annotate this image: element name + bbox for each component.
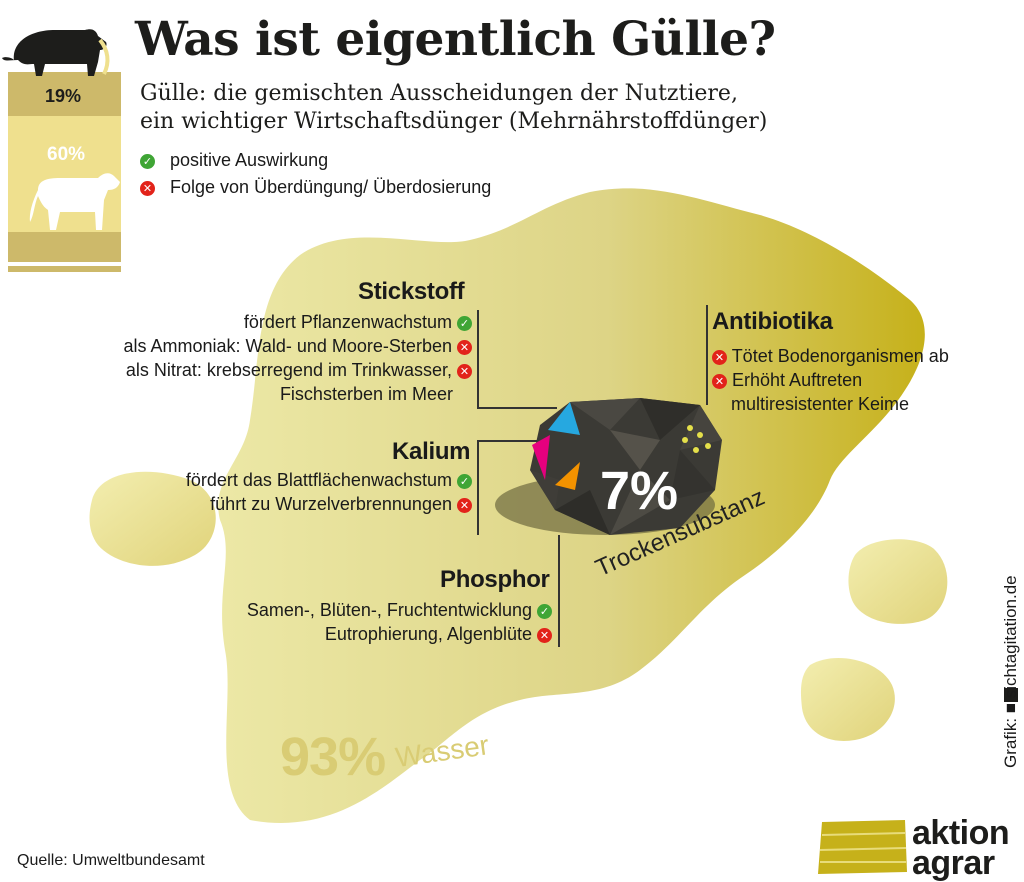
brand-line-1: aktion xyxy=(912,814,1010,852)
cross-icon: ✕ xyxy=(457,363,472,379)
kalium-list: fördert das Blattflächenwachstum ✓ führt… xyxy=(186,468,472,516)
list-item: Fischsterben im Meer xyxy=(124,382,473,406)
water-percent: 93% xyxy=(280,727,386,787)
item-text: Tötet Bodenorganismen ab xyxy=(731,346,949,366)
item-text: fördert das Blattflächenwachstum xyxy=(185,470,452,490)
item-text: Fischsterben im Meer xyxy=(279,384,453,404)
item-text: Eutrophierung, Algenblüte xyxy=(324,624,532,644)
list-item: als Nitrat: krebserregend im Trinkwasser… xyxy=(124,358,472,382)
stickstoff-list: fördert Pflanzenwachstum ✓ als Ammoniak:… xyxy=(123,310,473,406)
legend-positive: ✓ positive Auswirkung xyxy=(140,150,328,171)
cross-icon: ✕ xyxy=(457,339,472,355)
kalium-heading: Kalium xyxy=(392,438,471,465)
list-item: fördert Pflanzenwachstum ✓ xyxy=(124,310,472,334)
pig-share-label: 19% xyxy=(45,86,82,106)
legend-negative-label: Folge von Überdüngung/ Überdosierung xyxy=(170,177,492,197)
kalium-connector-v xyxy=(477,440,479,535)
brand-wordmark: aktion agrar xyxy=(912,814,1010,882)
cow-share-label: 60% xyxy=(47,144,86,165)
phosphor-connector-v xyxy=(558,535,560,647)
stickstoff-heading: Stickstoff xyxy=(358,278,465,305)
subtitle-line-1: Gülle: die gemischten Ausscheidungen der… xyxy=(140,81,738,106)
list-item: ✕ Erhöht Auftreten xyxy=(712,368,949,392)
kalium-connector-h xyxy=(477,440,537,442)
check-icon: ✓ xyxy=(140,153,155,169)
dry-matter-stone xyxy=(530,398,722,535)
stickstoff-connector-h xyxy=(477,407,557,409)
antibiotika-list: ✕ Tötet Bodenorganismen ab ✕ Erhöht Auft… xyxy=(712,344,949,416)
list-item: Samen-, Blüten-, Fruchtentwicklung ✓ xyxy=(247,598,552,622)
item-text: Samen-, Blüten-, Fruchtentwicklung xyxy=(246,600,532,620)
item-text: führt zu Wurzelverbrennungen xyxy=(210,494,452,514)
brand-line-2: agrar xyxy=(912,844,995,882)
puddle-splash-right xyxy=(848,539,948,624)
item-text: multiresistenter Keime xyxy=(731,394,910,414)
source-note: Quelle: Umweltbundesamt xyxy=(17,852,205,869)
pig-icon xyxy=(2,29,107,76)
check-icon: ✓ xyxy=(457,315,472,331)
page-title: Was ist eigentlich Gülle? xyxy=(135,12,776,67)
phosphor-heading: Phosphor xyxy=(440,566,550,593)
cross-icon: ✕ xyxy=(140,180,155,196)
dry-matter-percent: 7% xyxy=(600,461,679,521)
list-item: führt zu Wurzelverbrennungen ✕ xyxy=(186,492,472,516)
item-text: als Ammoniak: Wald- und Moore-Sterben xyxy=(123,336,452,356)
puddle-splash-left xyxy=(89,471,216,566)
legend-negative: ✕ Folge von Überdüngung/ Überdosierung xyxy=(140,177,491,198)
item-text: fördert Pflanzenwachstum xyxy=(243,312,452,332)
list-item: Eutrophierung, Algenblüte ✕ xyxy=(247,622,552,646)
antibiotika-connector-v xyxy=(706,305,708,405)
list-item: ✕ Tötet Bodenorganismen ab xyxy=(712,344,949,368)
graphic-credit: Grafik: ■ sichtagitation.de xyxy=(1001,575,1020,768)
antibiotika-heading: Antibiotika xyxy=(712,308,833,335)
phosphor-list: Samen-, Blüten-, Fruchtentwicklung ✓ Eut… xyxy=(247,598,552,646)
cross-icon: ✕ xyxy=(712,349,727,365)
cross-icon: ✕ xyxy=(457,497,472,513)
credit-square-icon xyxy=(1004,688,1018,702)
stickstoff-connector-v xyxy=(477,310,479,408)
aktion-agrar-logo-mark xyxy=(818,820,907,874)
item-text: als Nitrat: krebserregend im Trinkwasser… xyxy=(125,360,452,380)
legend-positive-label: positive Auswirkung xyxy=(170,150,329,170)
cross-icon: ✕ xyxy=(712,373,727,389)
subtitle: Gülle: die gemischten Ausscheidungen der… xyxy=(140,80,767,136)
puddle-splash-bottom xyxy=(800,657,895,741)
check-icon: ✓ xyxy=(537,603,552,619)
item-text: Erhöht Auftreten xyxy=(732,370,863,390)
subtitle-line-2: ein wichtiger Wirtschaftsdünger (Mehrnäh… xyxy=(140,109,768,134)
list-item: als Ammoniak: Wald- und Moore-Sterben ✕ xyxy=(123,334,472,358)
check-icon: ✓ xyxy=(457,473,472,489)
list-item: multiresistenter Keime xyxy=(712,392,949,416)
list-item: fördert das Blattflächenwachstum ✓ xyxy=(186,468,472,492)
cross-icon: ✕ xyxy=(537,627,552,643)
cow-icon xyxy=(29,173,120,230)
